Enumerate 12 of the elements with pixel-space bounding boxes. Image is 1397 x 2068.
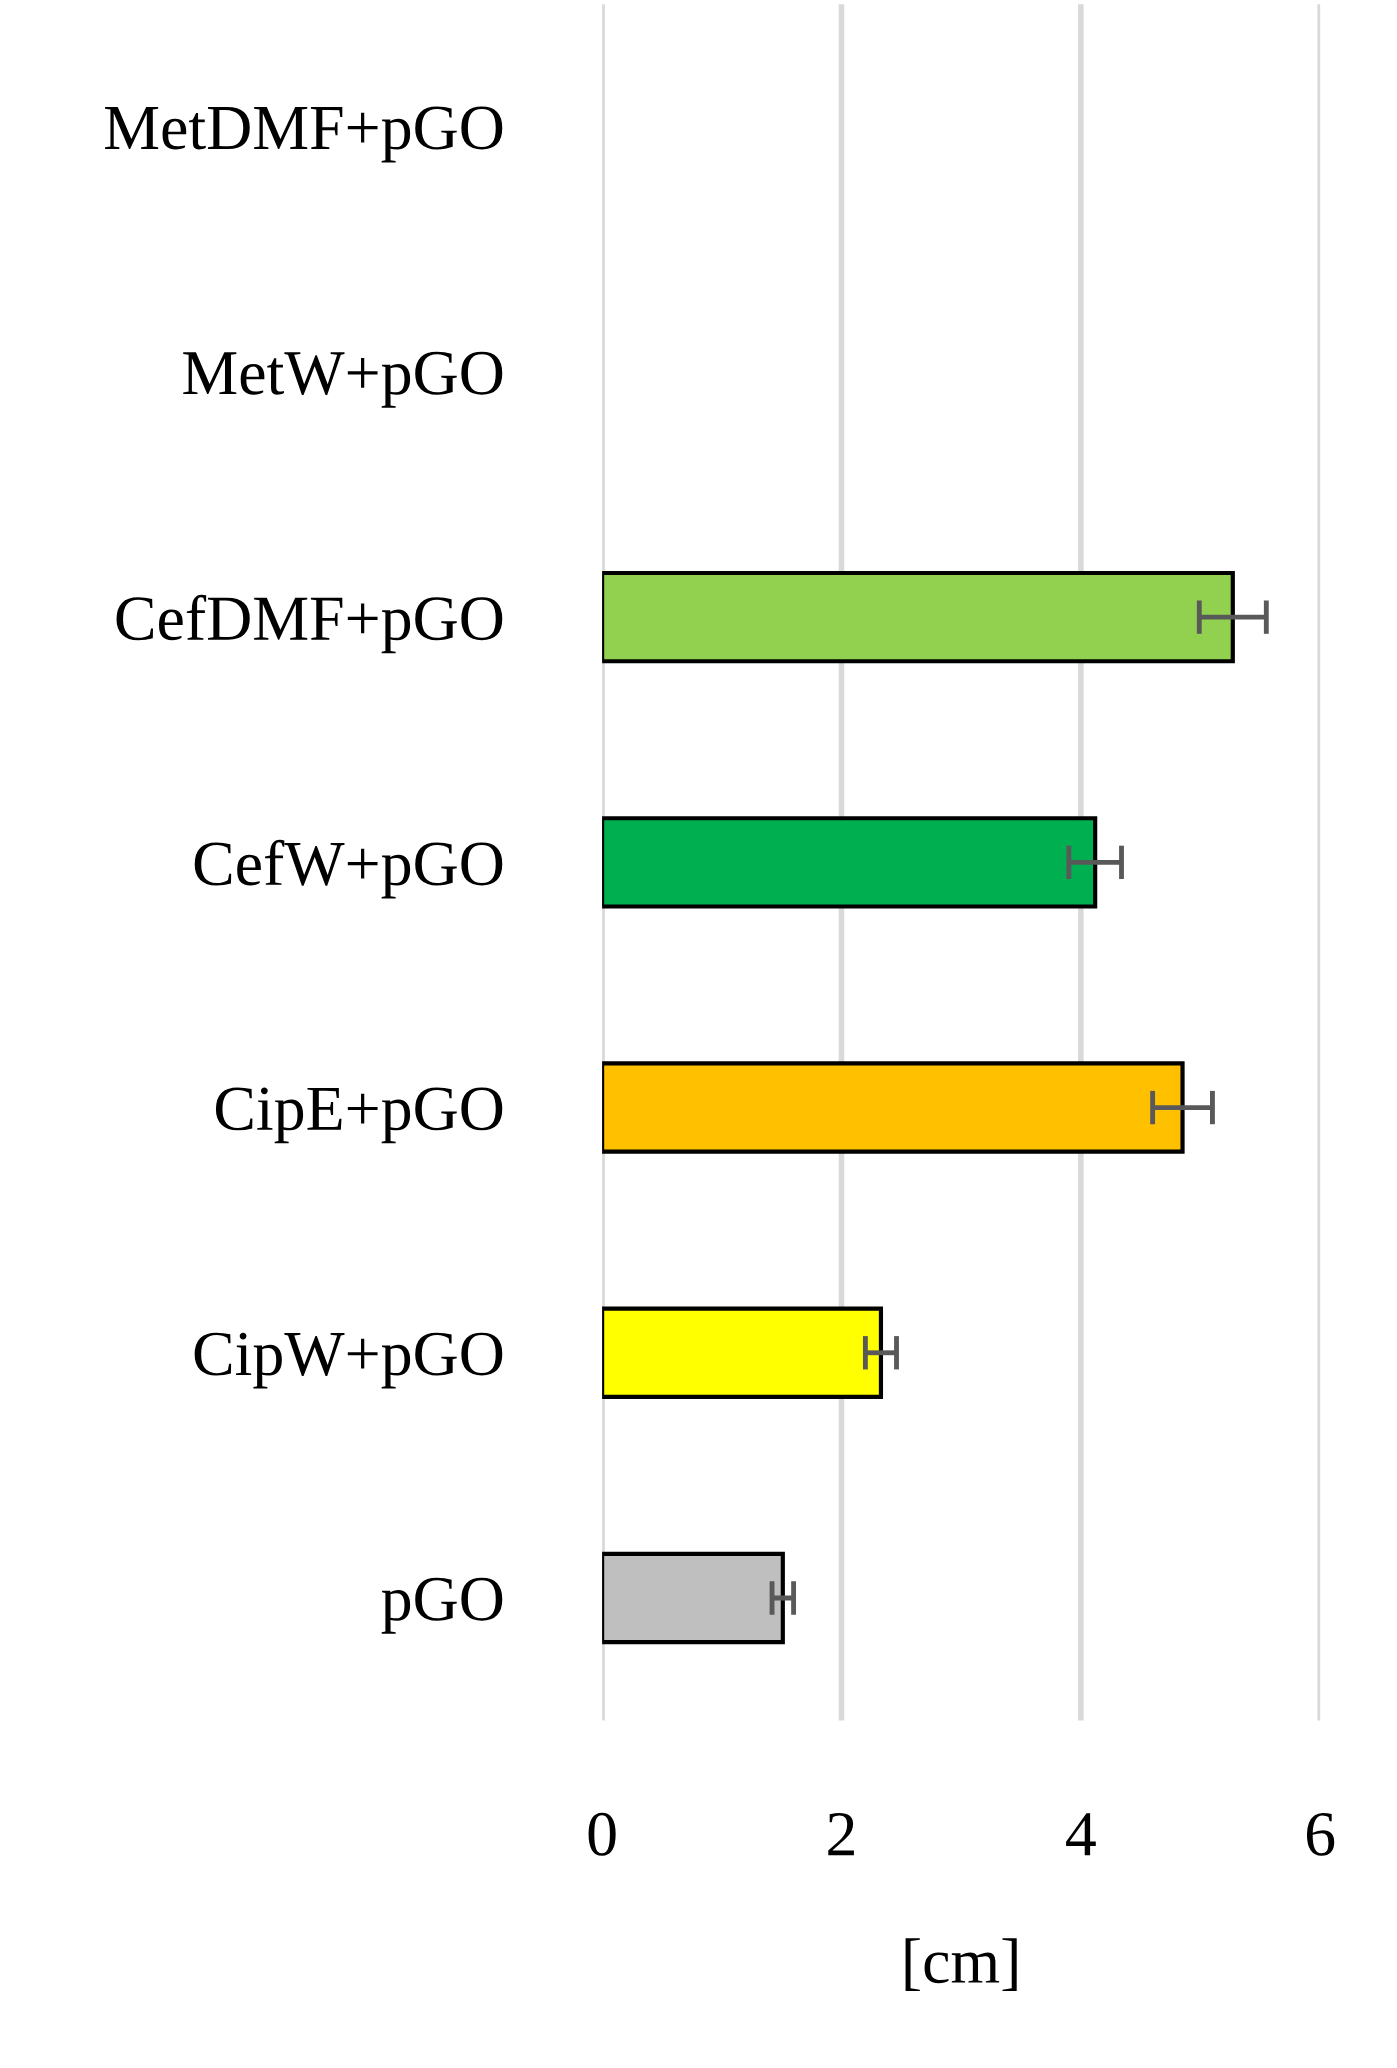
x-tick-label: 6: [1306, 1812, 1335, 1856]
y-tick-label: CefDMF+pGO: [116, 594, 503, 654]
x-tick-label: 2: [828, 1812, 854, 1856]
y-tick-label: MetW+pGO: [183, 351, 503, 408]
y-tick-label: CipE+pGO: [215, 1087, 503, 1144]
y-tick-label: CipW+pGO: [194, 1332, 503, 1389]
x-tick-label: 0: [588, 1812, 616, 1856]
y-tick-label: CefW+pGO: [194, 839, 503, 899]
y-tick-label: pGO: [381, 1577, 503, 1634]
y-tick-label: MetDMF+pGO: [105, 106, 503, 163]
x-axis-title: [cm]: [905, 1938, 1017, 1992]
x-tick-label: 4: [1066, 1813, 1096, 1856]
